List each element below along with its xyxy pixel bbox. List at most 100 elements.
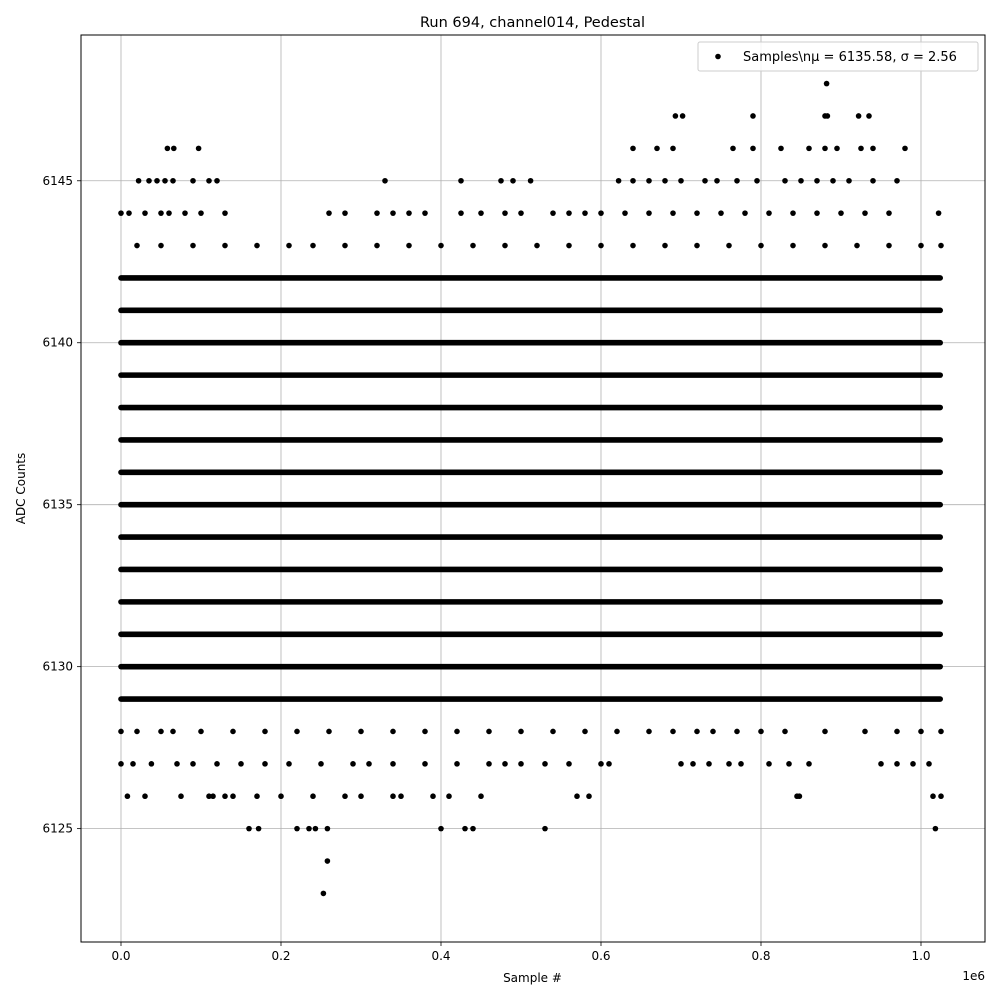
data-point: [886, 242, 892, 249]
data-point: [630, 177, 636, 184]
data-point: [158, 210, 164, 216]
data-point: [758, 728, 764, 735]
data-point: [398, 793, 404, 800]
data-point: [486, 728, 492, 735]
data-point: [206, 793, 212, 800]
data-point: [182, 210, 188, 216]
data-point: [326, 728, 332, 735]
data-point: [938, 242, 944, 249]
data-point: [158, 728, 164, 735]
data-point: [502, 210, 508, 216]
data-point: [470, 242, 476, 249]
data-point: [582, 210, 588, 216]
data-point: [374, 210, 380, 216]
data-point: [278, 793, 284, 800]
data-point: [534, 242, 540, 249]
data-point: [694, 242, 700, 249]
data-point: [822, 728, 828, 735]
data-point: [238, 761, 244, 767]
data-point: [358, 793, 364, 800]
data-point: [390, 728, 396, 735]
data-point: [324, 858, 331, 864]
data-point: [830, 177, 836, 184]
data-point: [502, 242, 508, 249]
x-tick-label: 1.0: [911, 949, 930, 963]
data-point: [706, 761, 712, 767]
data-point: [390, 210, 396, 216]
x-axis: 0.0 0.2 0.4 0.6 0.8 1.0: [111, 942, 931, 963]
data-point: [350, 761, 356, 767]
data-point: [198, 210, 204, 216]
data-point: [566, 210, 572, 216]
data-point: [766, 210, 772, 216]
data-point: [702, 177, 708, 184]
data-point: [730, 145, 736, 152]
data-point: [174, 761, 180, 767]
data-point: [630, 242, 636, 249]
data-point: [171, 145, 177, 152]
data-point: [823, 80, 830, 87]
data-point: [758, 242, 764, 249]
data-point: [796, 793, 803, 800]
data-point: [470, 825, 476, 832]
data-point: [230, 793, 236, 800]
data-point: [646, 177, 652, 184]
data-point: [294, 728, 300, 735]
data-point: [170, 728, 176, 735]
data-point: [678, 761, 684, 767]
data-point: [286, 761, 292, 767]
data-point: [178, 793, 184, 800]
data-point: [894, 177, 900, 184]
data-point: [814, 210, 820, 216]
data-point: [124, 793, 131, 800]
data-point: [606, 761, 612, 767]
data-point: [255, 825, 262, 832]
data-point: [678, 177, 684, 184]
data-point: [542, 825, 548, 832]
data-point: [478, 210, 484, 216]
data-point: [438, 825, 444, 832]
data-point: [518, 728, 524, 735]
data-point: [870, 145, 876, 152]
data-point: [734, 728, 740, 735]
data-point: [358, 728, 364, 735]
data-point: [726, 761, 732, 767]
data-point: [566, 761, 572, 767]
chart-title: Run 694, channel014, Pedestal: [420, 15, 645, 31]
data-point: [598, 242, 604, 249]
data-point: [222, 242, 228, 249]
data-point: [422, 761, 428, 767]
data-point: [462, 825, 468, 832]
data-point: [878, 761, 884, 767]
data-point: [527, 177, 534, 184]
data-point: [754, 177, 760, 184]
data-point: [858, 145, 864, 152]
data-point: [646, 728, 652, 735]
data-point: [406, 210, 412, 216]
data-point: [222, 210, 228, 216]
data-point: [670, 210, 676, 216]
data-point: [170, 177, 176, 184]
legend-box: [697, 41, 979, 72]
data-point: [814, 177, 820, 184]
data-point: [646, 210, 652, 216]
data-point: [210, 793, 216, 800]
data-point: [126, 210, 132, 216]
data-point: [926, 761, 932, 767]
data-point: [166, 210, 172, 216]
data-point: [454, 728, 460, 735]
data-point: [320, 890, 327, 897]
data-point: [142, 210, 148, 216]
data-point: [690, 761, 696, 767]
data-point: [798, 177, 804, 184]
data-point: [154, 177, 160, 184]
data-point: [222, 793, 228, 800]
data-point: [246, 825, 252, 832]
legend: Samples\nμ = 6135.58, σ = 2.56: [697, 41, 979, 72]
data-point: [118, 761, 124, 767]
data-point: [806, 145, 812, 152]
data-point: [148, 761, 155, 767]
data-point: [670, 145, 676, 152]
data-point: [894, 728, 900, 735]
